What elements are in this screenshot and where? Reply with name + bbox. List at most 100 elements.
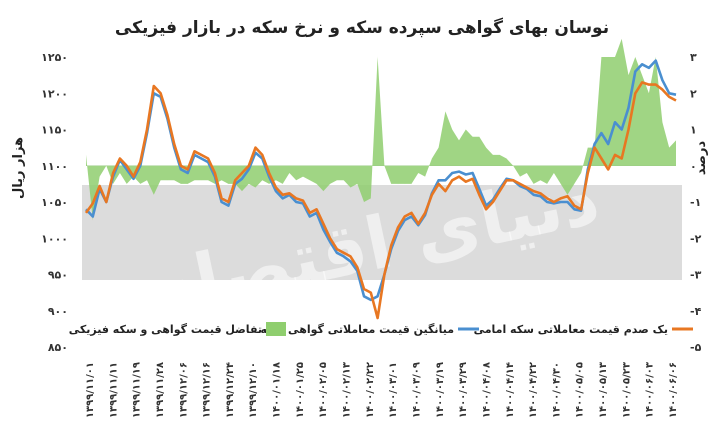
difference-point — [492, 154, 494, 156]
left-axis-label: هزار ریال — [11, 137, 26, 199]
right-tick-label: -۲ — [690, 232, 702, 245]
certificate-price-line — [85, 59, 677, 302]
x-tick-label: ۱۳۹۹/۱۱/۱۱ — [108, 362, 119, 418]
x-tick-label: ۱۳۹۹/۱۲/۲۴ — [225, 362, 236, 418]
difference-point — [621, 38, 623, 40]
certificate-price-point — [275, 190, 277, 192]
coin-price-point — [282, 194, 284, 196]
certificate-price-point — [336, 252, 338, 254]
difference-point — [546, 183, 548, 185]
coin-price-point — [255, 147, 257, 149]
coin-price-point — [99, 185, 101, 187]
difference-point — [194, 180, 196, 182]
difference-point — [329, 183, 331, 185]
x-tick-label: ۱۴۰۰/۰۲/۰۵ — [318, 362, 329, 418]
difference-point — [655, 56, 657, 58]
difference-point — [451, 129, 453, 131]
coin-price-point — [384, 274, 386, 276]
coin-price-point — [295, 198, 297, 200]
difference-point — [268, 183, 270, 185]
certificate-price-point — [377, 296, 379, 298]
left-tick-label: ۹۰۰ — [48, 305, 68, 318]
x-axis-ticks: ۱۳۹۹/۱۱/۰۱ ۱۳۹۹/۱۱/۱۱ ۱۳۹۹/۱۱/۱۹ ۱۳۹۹/۱۱/۲۸… — [85, 362, 679, 418]
difference-point — [370, 198, 372, 200]
difference-point — [418, 172, 420, 174]
certificate-price-point — [546, 201, 548, 203]
coin-price-point — [167, 114, 169, 116]
certificate-price-point — [295, 201, 297, 203]
difference-point — [363, 201, 365, 203]
chart-title: نوسان بهای گواهی سپرده سکه و نرخ سکه در … — [115, 17, 609, 38]
left-tick-label: ۱۱۵۰ — [41, 124, 68, 137]
legend: یک صدم قیمت معاملاتی سکه امامی میانگین ق… — [69, 322, 693, 336]
difference-point — [262, 180, 264, 182]
difference-point — [180, 183, 182, 185]
difference-point — [580, 172, 582, 174]
coin-price-point — [85, 212, 87, 214]
coin-price-point — [302, 200, 304, 202]
difference-point — [255, 187, 257, 189]
coin-price-point — [424, 212, 426, 214]
coin-price-point — [472, 178, 474, 180]
coin-price-point — [126, 165, 128, 167]
difference-point — [119, 172, 121, 174]
difference-point — [390, 183, 392, 185]
difference-point — [275, 180, 277, 182]
x-tick-label: ۱۳۹۹/۱۱/۰۱ — [85, 362, 96, 418]
difference-point — [241, 190, 243, 192]
x-tick-label: ۱۴۰۰/۰۶/۰۳ — [645, 362, 656, 418]
difference-point — [323, 190, 325, 192]
certificate-price-point — [187, 172, 189, 174]
difference-point — [350, 187, 352, 189]
coin-price-point — [106, 201, 108, 203]
x-tick-label: ۱۳۹۹/۱۲/۱۰ — [248, 362, 259, 418]
x-tick-label: ۱۳۹۹/۱۱/۲۸ — [155, 362, 166, 418]
coin-price-point — [323, 223, 325, 225]
difference-point — [540, 180, 542, 182]
coin-price-point — [438, 183, 440, 185]
difference-point — [201, 180, 203, 182]
coin-price-point — [458, 176, 460, 178]
coin-price-point — [228, 201, 230, 203]
difference-point — [295, 180, 297, 182]
difference-point — [472, 136, 474, 138]
x-tick-label: ۱۴۰۰/۰۴/۱۴ — [505, 362, 516, 418]
certificate-price-point — [479, 188, 481, 190]
coin-price-point — [492, 201, 494, 203]
coin-price-point — [112, 172, 114, 174]
certificate-price-point — [621, 129, 623, 131]
x-tick-label: ۱۴۰۰/۰۳/۰۹ — [412, 362, 423, 418]
left-tick-label: ۱۰۰۰ — [41, 232, 68, 245]
legend-label-coin: یک صدم قیمت معاملاتی سکه امامی — [474, 323, 668, 336]
difference-point — [648, 93, 650, 95]
certificate-price-point — [662, 79, 664, 81]
certificate-price-point — [533, 194, 535, 196]
coin-price-point — [316, 209, 318, 211]
right-tick-label: ۰ — [690, 160, 697, 173]
difference-point — [445, 111, 447, 113]
x-tick-label: ۱۴۰۰/۰۴/۳۰ — [551, 362, 562, 418]
coin-price-point — [662, 89, 664, 91]
coin-price-point — [221, 198, 223, 200]
coin-price-point — [160, 93, 162, 95]
certificate-price-point — [350, 261, 352, 263]
coin-price-point — [587, 172, 589, 174]
difference-point — [533, 183, 535, 185]
coin-price-point — [268, 172, 270, 174]
certificate-price-point — [180, 169, 182, 171]
coin-price-point — [173, 143, 175, 145]
legend-label-certificate: میانگین قیمت معاملاتی گواهی سکه — [260, 323, 454, 336]
x-tick-label: ۱۴۰۰/۰۲/۲۲ — [365, 362, 376, 418]
difference-point — [85, 154, 87, 156]
coin-price-point — [540, 193, 542, 195]
difference-point — [465, 129, 467, 131]
coin-price-point — [377, 317, 379, 319]
legend-swatch-difference — [266, 322, 286, 336]
coin-price-point — [567, 195, 569, 197]
difference-area-series — [85, 38, 676, 221]
left-tick-label: ۱۱۰۰ — [41, 160, 68, 173]
certificate-price-point — [472, 172, 474, 174]
coin-price-point — [628, 129, 630, 131]
certificate-price-point — [248, 169, 250, 171]
